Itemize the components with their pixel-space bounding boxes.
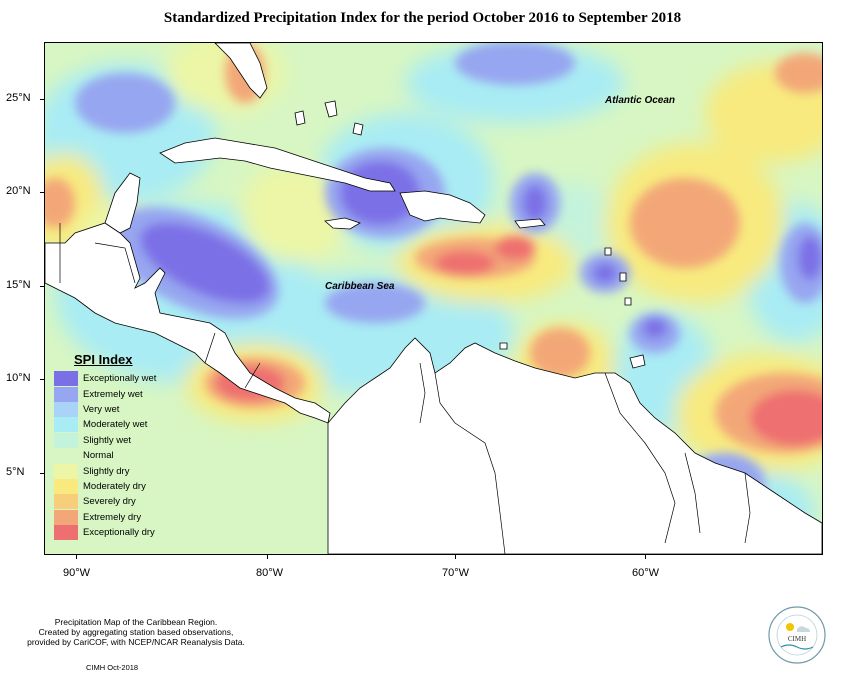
florida xyxy=(214,43,268,99)
legend-item: Slightly wet xyxy=(54,432,194,448)
legend-swatch xyxy=(54,371,78,387)
legend-item: Exceptionally wet xyxy=(54,371,194,387)
legend-label: Moderately wet xyxy=(83,419,148,431)
legend-item: Moderately dry xyxy=(54,478,194,494)
spi-map: Atlantic Ocean Caribbean Sea xyxy=(44,42,823,555)
lat-label-5n: 5°N xyxy=(6,466,25,478)
legend-label: Extremely dry xyxy=(83,511,142,523)
legend-item: Exceptionally dry xyxy=(54,525,194,541)
lat-label-15n: 15°N xyxy=(6,279,31,291)
map-title: Standardized Precipitation Index for the… xyxy=(163,10,682,26)
legend-item: Very wet xyxy=(54,401,194,417)
legend-item: Severely dry xyxy=(54,494,194,510)
lon-tick xyxy=(267,554,268,559)
lat-tick xyxy=(40,379,44,380)
legend-swatch xyxy=(54,494,78,510)
lat-tick xyxy=(40,473,44,474)
lesser-antilles-island xyxy=(604,247,612,256)
lon-tick xyxy=(455,554,456,559)
legend-title: SPI Index xyxy=(74,352,133,367)
bahamas-island-3 xyxy=(352,122,364,136)
south-america xyxy=(327,337,822,554)
legend-label: Slightly dry xyxy=(83,465,130,477)
lon-label-80w: 80°W xyxy=(256,567,284,579)
yucatan xyxy=(104,172,141,234)
legend-label: Slightly wet xyxy=(83,434,132,446)
legend-item: Extremely dry xyxy=(54,509,194,525)
jamaica xyxy=(324,217,361,230)
legend-label: Normal xyxy=(83,450,114,462)
lon-tick xyxy=(76,554,77,559)
puerto-rico xyxy=(514,218,546,229)
bahamas-island-2 xyxy=(324,100,338,118)
legend-swatch xyxy=(54,401,78,417)
legend-item: Slightly dry xyxy=(54,463,194,479)
lat-tick xyxy=(40,192,44,193)
legend-label: Moderately dry xyxy=(83,480,146,492)
legend-swatch xyxy=(54,525,78,541)
map-caption: Precipitation Map of the Caribbean Regio… xyxy=(6,617,266,647)
legend-label: Exceptionally dry xyxy=(83,527,155,539)
cuba xyxy=(159,137,396,192)
legend-rows: Exceptionally wet Extremely wet Very wet Mo… xyxy=(54,371,194,541)
trinidad xyxy=(629,354,646,369)
bahamas-island xyxy=(294,110,306,126)
cloud-icon xyxy=(797,626,810,632)
lon-label-60w: 60°W xyxy=(632,567,660,579)
legend-swatch xyxy=(54,448,78,464)
legend-label: Extremely wet xyxy=(83,388,143,400)
abc-island xyxy=(499,342,508,350)
legend-label: Severely dry xyxy=(83,496,136,508)
land-masses xyxy=(45,43,822,554)
legend-item: Normal xyxy=(54,448,194,464)
lesser-antilles-island-2 xyxy=(619,272,627,282)
legend-swatch xyxy=(54,463,78,479)
lat-tick xyxy=(40,99,44,100)
country-borders xyxy=(59,223,751,554)
caption-line-1: Precipitation Map of the Caribbean Regio… xyxy=(54,617,218,627)
caption-line-3: provided by CariCOF, with NCEP/NCAR Rean… xyxy=(27,637,245,647)
lat-label-10n: 10°N xyxy=(6,372,31,384)
credit-text: CIMH Oct-2018 xyxy=(86,663,139,672)
legend-label: Exceptionally wet xyxy=(83,373,157,385)
legend-swatch xyxy=(54,386,78,402)
legend-swatch xyxy=(54,432,78,448)
legend-swatch xyxy=(54,509,78,525)
legend-item: Moderately wet xyxy=(54,417,194,433)
central-america xyxy=(45,222,331,424)
lon-label-70w: 70°W xyxy=(442,567,470,579)
sun-icon xyxy=(786,623,794,631)
legend-item: Extremely wet xyxy=(54,386,194,402)
spi-legend: SPI Index Exceptionally wet Extremely wet… xyxy=(54,352,194,541)
caribbean-sea-label: Caribbean Sea xyxy=(325,281,395,292)
cimh-logo: CIMH xyxy=(768,606,826,664)
lat-tick xyxy=(40,286,44,287)
legend-swatch xyxy=(54,478,78,494)
lat-label-20n: 20°N xyxy=(6,185,31,197)
lon-tick xyxy=(645,554,646,559)
atlantic-ocean-label: Atlantic Ocean xyxy=(605,95,676,106)
wave-icon xyxy=(780,644,814,650)
legend-label: Very wet xyxy=(83,403,120,415)
hispaniola xyxy=(399,190,486,224)
lesser-antilles-island-3 xyxy=(624,297,632,306)
caption-line-2: Created by aggregating station based obs… xyxy=(38,627,234,637)
lon-label-90w: 90°W xyxy=(63,567,91,579)
legend-swatch xyxy=(54,417,78,433)
svg-text:CIMH: CIMH xyxy=(788,635,806,643)
spi-map-canvas xyxy=(45,43,822,554)
lat-label-25n: 25°N xyxy=(6,92,31,104)
